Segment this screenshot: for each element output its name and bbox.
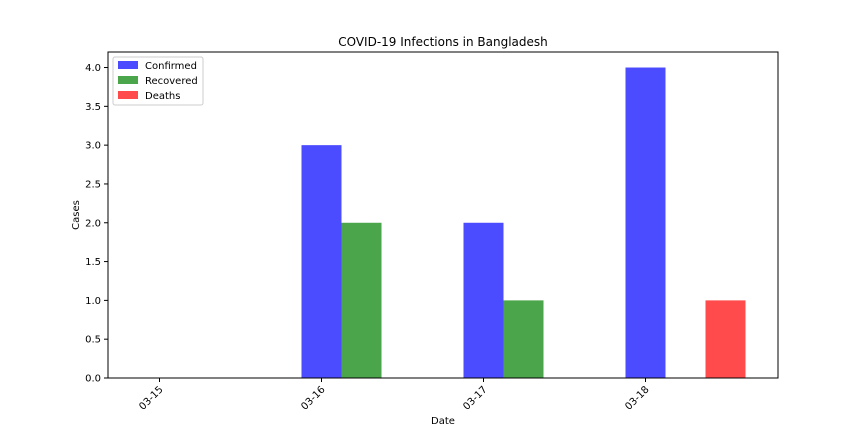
bars-group (301, 67, 746, 379)
y-tick-label: 2.5 (85, 179, 101, 190)
legend-label-confirmed: Confirmed (145, 61, 197, 72)
y-tick-label: 0.0 (85, 374, 101, 385)
x-tick-label: 03-17 (461, 384, 489, 412)
x-tick-label: 03-15 (137, 384, 165, 412)
legend-swatch-confirmed (118, 61, 138, 69)
bar-recovered-03-17 (503, 300, 544, 378)
legend-label-recovered: Recovered (145, 76, 198, 87)
y-axis-label: Cases (71, 200, 82, 230)
y-tick-label: 3.0 (85, 141, 101, 152)
plot-frame (107, 51, 779, 379)
x-tick-label: 03-16 (299, 384, 327, 412)
legend-swatch-recovered (118, 76, 138, 84)
y-tick-label: 1.5 (85, 257, 101, 268)
x-axis-label: Date (431, 416, 455, 427)
x-tick-label: 03-18 (623, 384, 651, 412)
legend: Confirmed Recovered Deaths (112, 56, 204, 106)
bar-confirmed-03-18 (625, 67, 666, 379)
bar-recovered-03-16 (341, 222, 382, 378)
legend-swatch-deaths (118, 91, 138, 99)
y-tick-label: 3.5 (85, 102, 101, 113)
y-tick-label: 2.0 (85, 218, 101, 229)
chart-title: COVID-19 Infections in Bangladesh (338, 35, 548, 49)
y-tick-label: 4.0 (85, 63, 101, 74)
y-tick-label: 1.0 (85, 296, 101, 307)
y-tick-label: 0.5 (85, 335, 101, 346)
bar-confirmed-03-16 (301, 145, 342, 378)
bar-confirmed-03-17 (463, 222, 504, 378)
bar-deaths-03-18 (705, 300, 746, 378)
legend-label-deaths: Deaths (145, 91, 180, 102)
